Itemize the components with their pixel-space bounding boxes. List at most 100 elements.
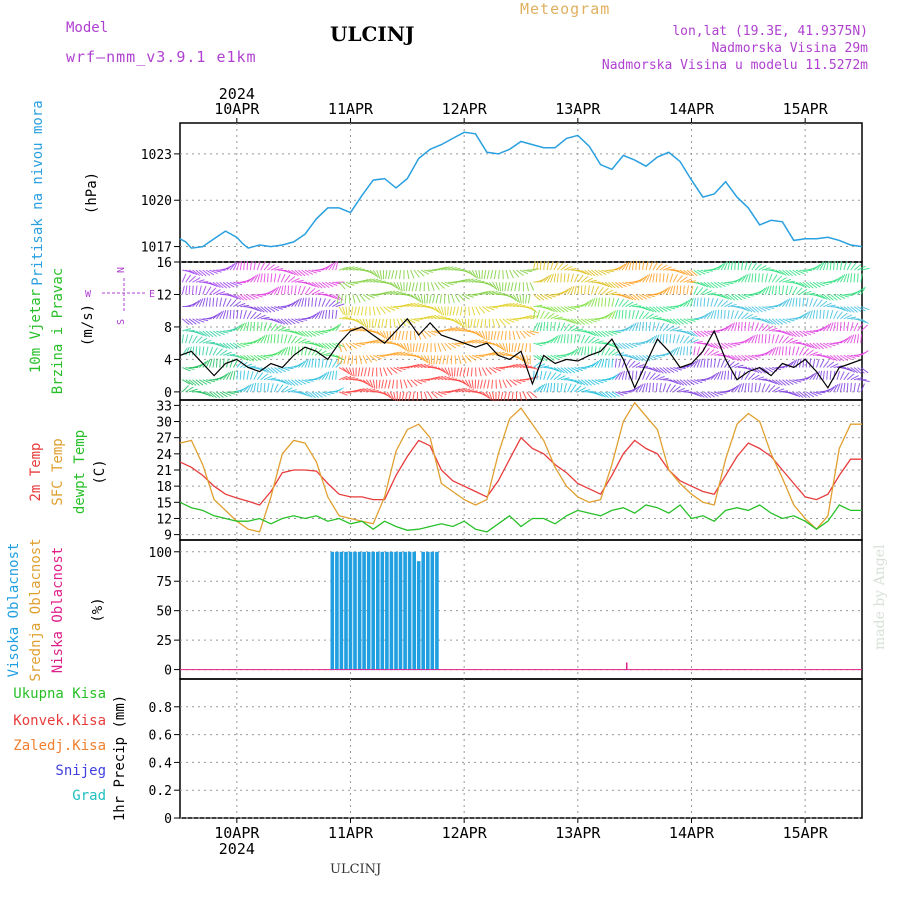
footer-station: ULCINJ <box>330 862 382 877</box>
day-label-bottom: 12APR <box>442 824 488 842</box>
panel-frame-pressure <box>179 122 863 263</box>
day-label-bottom: 14APR <box>669 824 715 842</box>
cloud-high-bar <box>376 551 380 670</box>
panel-frame-precip <box>179 678 863 819</box>
wind-axis-subtitle: Brzina i Pravac <box>50 268 66 394</box>
compass-n: N <box>116 267 127 273</box>
cloud-high-bar <box>348 551 353 670</box>
pressure-axis-title: Pritisak na nivou mora <box>30 100 46 285</box>
cloud-high-label: Visoka Oblacnost <box>6 543 22 678</box>
temp2m-label: 2m Temp <box>28 442 44 501</box>
wind-tick-label: 16 <box>156 256 172 271</box>
cloud-high-bar <box>330 551 335 670</box>
cloud-high-bar <box>430 551 435 670</box>
sfc-temp-line <box>179 401 862 533</box>
lonlat-label: lon,lat (19.3E, 41.9375N) <box>672 24 868 39</box>
cloud-high-bar <box>335 551 339 670</box>
compass-w: W <box>85 289 92 300</box>
wind-speed-line <box>179 317 863 390</box>
precip-tick-label: 0.2 <box>149 784 172 799</box>
pressure-unit: (hPa) <box>84 172 100 214</box>
temperature-tick-label: 21 <box>156 464 172 479</box>
model-elevation-label: Nadmorska Visina u modelu 11.5272m <box>601 58 868 73</box>
year-label-top: 2024 <box>219 85 255 103</box>
cloud-high-bar <box>416 561 421 670</box>
cloud-high-bar <box>362 551 366 670</box>
precip-conv-label: Konvek.Kisa <box>13 713 106 729</box>
cloud-high-bar <box>389 551 394 670</box>
cloud-tick-label: 50 <box>156 605 172 620</box>
day-label-bottom: 13APR <box>555 824 601 842</box>
day-label-bottom: 11APR <box>328 824 374 842</box>
temperature-tick-label: 33 <box>156 399 172 414</box>
model-label: Model <box>66 20 109 36</box>
cloud-high-bar <box>366 551 371 670</box>
cloud-tick-label: 100 <box>149 546 172 561</box>
temperature-tick-label: 15 <box>156 496 172 511</box>
wind-axis-title: 10m Vjetar <box>28 289 44 373</box>
panel-frame-cloud <box>179 539 863 680</box>
station-title: ULCINJ <box>330 22 415 46</box>
precip-tick-label: 0.6 <box>149 729 172 744</box>
cloud-high-bar <box>426 551 430 670</box>
cloud-low-bar <box>626 662 628 670</box>
compass-e: E <box>149 289 155 300</box>
temperature-tick-label: 12 <box>156 512 172 527</box>
temperature-tick-label: 24 <box>156 448 172 463</box>
cloud-high-bar <box>412 551 416 670</box>
cloud-high-bar <box>339 551 344 670</box>
day-label-top: 12APR <box>442 100 488 118</box>
pressure-tick-label: 1023 <box>141 148 172 163</box>
cloud-high-bar <box>407 551 412 670</box>
cloud-low-label: Niska Oblacnost <box>50 547 66 673</box>
wind-tick-label: 0 <box>164 386 172 401</box>
temperature-tick-label: 27 <box>156 432 172 447</box>
wind-tick-label: 4 <box>164 353 172 368</box>
precip-total-label: Ukupna Kisa <box>13 686 106 702</box>
cloud-high-bar <box>344 551 348 670</box>
meteogram-title: Meteogram <box>520 0 611 18</box>
precip-tick-label: 0.8 <box>149 701 172 716</box>
sfc-temp-label: SFC Temp <box>50 438 66 505</box>
model-name: wrf–nmm_v3.9.1 e1km <box>66 48 257 66</box>
compass-s: S <box>116 319 127 325</box>
cloud-high-bar <box>398 551 403 670</box>
day-label-bottom: 15APR <box>783 824 829 842</box>
wind-vectors <box>181 261 870 401</box>
temperature-tick-label: 9 <box>164 529 172 544</box>
day-label-bottom: 10APR <box>214 824 260 842</box>
temperature-tick-label: 18 <box>156 480 172 495</box>
cloud-high-bar <box>385 551 389 670</box>
precip-hail-label: Grad <box>72 788 106 804</box>
temp-unit: (C) <box>92 459 108 484</box>
precip-tick-label: 0.4 <box>149 756 173 771</box>
cloud-tick-label: 75 <box>156 575 172 590</box>
cloud-high-bar <box>403 551 407 670</box>
cloud-high-bar <box>421 551 425 670</box>
day-label-top: 10APR <box>214 100 260 118</box>
temperature-tick-label: 30 <box>156 416 172 431</box>
cloud-tick-label: 25 <box>156 634 172 649</box>
precip-tick-label: 0 <box>164 812 172 827</box>
wind-tick-label: 8 <box>164 321 172 336</box>
elevation-label: Nadmorska Visina 29m <box>711 41 868 56</box>
cloud-tick-label: 0 <box>164 664 172 679</box>
cloud-high-bar <box>353 551 357 670</box>
cloud-high-bar <box>435 551 439 670</box>
day-label-top: 13APR <box>555 100 601 118</box>
pressure-line <box>179 131 863 249</box>
cloud-unit: (%) <box>90 597 106 622</box>
dewpt-label: dewpt Temp <box>72 430 88 514</box>
cloud-high-bar <box>371 551 375 670</box>
wind-tick-label: 12 <box>156 288 172 303</box>
pressure-tick-label: 1020 <box>141 194 172 209</box>
pressure-tick-label: 1017 <box>141 241 172 256</box>
dewpt-line <box>179 501 862 533</box>
day-label-top: 11APR <box>328 100 374 118</box>
cloud-high-bar <box>380 551 385 670</box>
cloud-high-bar <box>394 551 398 670</box>
temp2m-line <box>179 436 862 506</box>
cloud-high-bar <box>357 551 362 670</box>
year-label-bottom: 2024 <box>219 840 255 858</box>
